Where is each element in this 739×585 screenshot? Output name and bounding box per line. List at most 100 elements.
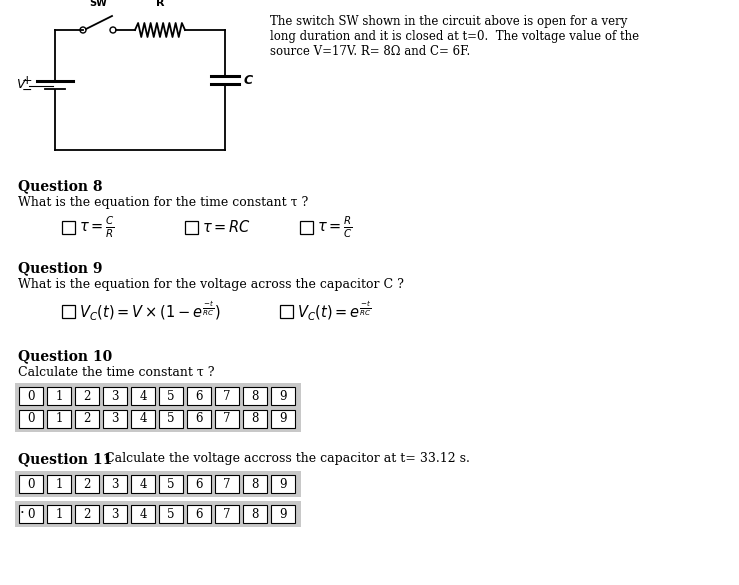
Text: SW: SW (89, 0, 107, 8)
Text: $\tau = \frac{R}{C}$: $\tau = \frac{R}{C}$ (317, 214, 353, 240)
Text: −: − (21, 84, 32, 97)
Text: 9: 9 (279, 390, 287, 402)
Bar (131, 410, 155, 428)
Bar (187, 475, 211, 493)
Text: 5: 5 (167, 508, 174, 521)
Text: What is the equation for the voltage across the capacitor C ?: What is the equation for the voltage acr… (18, 278, 404, 291)
Text: 4: 4 (139, 390, 147, 402)
Bar (15, 383, 301, 409)
Text: R: R (156, 0, 164, 8)
Text: 2: 2 (84, 508, 91, 521)
Text: 0: 0 (27, 412, 35, 425)
Bar (47, 410, 71, 428)
Text: 8: 8 (251, 412, 259, 425)
Bar (19, 387, 43, 405)
Bar (15, 501, 301, 527)
Bar (271, 387, 295, 405)
Bar (19, 505, 43, 523)
Text: 3: 3 (112, 412, 119, 425)
Bar (15, 471, 301, 497)
Text: 8: 8 (251, 390, 259, 402)
Text: 5: 5 (167, 477, 174, 490)
Text: 8: 8 (251, 508, 259, 521)
Bar (47, 475, 71, 493)
Text: 7: 7 (223, 390, 231, 402)
Bar (131, 505, 155, 523)
Bar (187, 505, 211, 523)
Text: $V_C(t) = V \times (1 - e^{\frac{-t}{RC}})$: $V_C(t) = V \times (1 - e^{\frac{-t}{RC}… (79, 300, 220, 323)
Text: long duration and it is closed at t=0.  The voltage value of the: long duration and it is closed at t=0. T… (270, 30, 639, 43)
Text: 9: 9 (279, 412, 287, 425)
Bar (19, 475, 43, 493)
Text: .: . (20, 502, 24, 516)
Text: 3: 3 (112, 477, 119, 490)
Bar (215, 475, 239, 493)
Bar (62, 221, 75, 233)
Text: $\tau = \frac{C}{R}$: $\tau = \frac{C}{R}$ (79, 214, 115, 240)
Text: 6: 6 (195, 477, 202, 490)
Text: What is the equation for the time constant τ ?: What is the equation for the time consta… (18, 196, 308, 209)
Bar (103, 505, 127, 523)
Text: Calculate the voltage accross the capacitor at t= 33.12 s.: Calculate the voltage accross the capaci… (105, 452, 470, 465)
Text: +: + (21, 74, 32, 87)
Bar (185, 221, 198, 233)
Bar (243, 475, 267, 493)
Text: Question 11: Question 11 (18, 452, 112, 466)
Bar (271, 475, 295, 493)
Text: 1: 1 (55, 477, 63, 490)
Text: 7: 7 (223, 508, 231, 521)
Bar (103, 410, 127, 428)
Text: 3: 3 (112, 508, 119, 521)
Bar (215, 410, 239, 428)
Text: 4: 4 (139, 412, 147, 425)
Text: 1: 1 (55, 390, 63, 402)
Bar (271, 505, 295, 523)
Bar (243, 410, 267, 428)
Text: 6: 6 (195, 412, 202, 425)
Bar (103, 387, 127, 405)
Text: Question 8: Question 8 (18, 179, 103, 193)
Text: 9: 9 (279, 477, 287, 490)
Bar (75, 475, 99, 493)
Text: 0: 0 (27, 508, 35, 521)
Text: 2: 2 (84, 390, 91, 402)
Text: 3: 3 (112, 390, 119, 402)
Bar (47, 387, 71, 405)
Text: $\tau = RC$: $\tau = RC$ (202, 219, 251, 235)
Bar (75, 505, 99, 523)
Text: V: V (16, 78, 25, 91)
Text: 6: 6 (195, 390, 202, 402)
Bar (75, 387, 99, 405)
Bar (159, 410, 183, 428)
Bar (47, 505, 71, 523)
Bar (300, 221, 313, 233)
Text: 8: 8 (251, 477, 259, 490)
Text: The switch SW shown in the circuit above is open for a very: The switch SW shown in the circuit above… (270, 15, 627, 28)
Bar (271, 410, 295, 428)
Bar (15, 406, 301, 432)
Text: 5: 5 (167, 390, 174, 402)
Bar (215, 387, 239, 405)
Text: Calculate the time constant τ ?: Calculate the time constant τ ? (18, 366, 214, 379)
Text: source V=17V. R= 8Ω and C= 6F.: source V=17V. R= 8Ω and C= 6F. (270, 45, 470, 58)
Text: 6: 6 (195, 508, 202, 521)
Bar (243, 387, 267, 405)
Text: C: C (244, 74, 253, 87)
Bar (243, 505, 267, 523)
Text: 1: 1 (55, 412, 63, 425)
Bar (131, 387, 155, 405)
Text: 0: 0 (27, 477, 35, 490)
Bar (159, 475, 183, 493)
Bar (159, 387, 183, 405)
Text: 2: 2 (84, 412, 91, 425)
Bar (215, 505, 239, 523)
Text: 4: 4 (139, 508, 147, 521)
Bar (280, 305, 293, 318)
Text: Question 10: Question 10 (18, 349, 112, 363)
Text: Question 9: Question 9 (18, 261, 103, 275)
Bar (131, 475, 155, 493)
Text: $V_C(t) = e^{\frac{-t}{RC}}$: $V_C(t) = e^{\frac{-t}{RC}}$ (297, 300, 372, 323)
Bar (75, 410, 99, 428)
Text: 5: 5 (167, 412, 174, 425)
Text: 0: 0 (27, 390, 35, 402)
